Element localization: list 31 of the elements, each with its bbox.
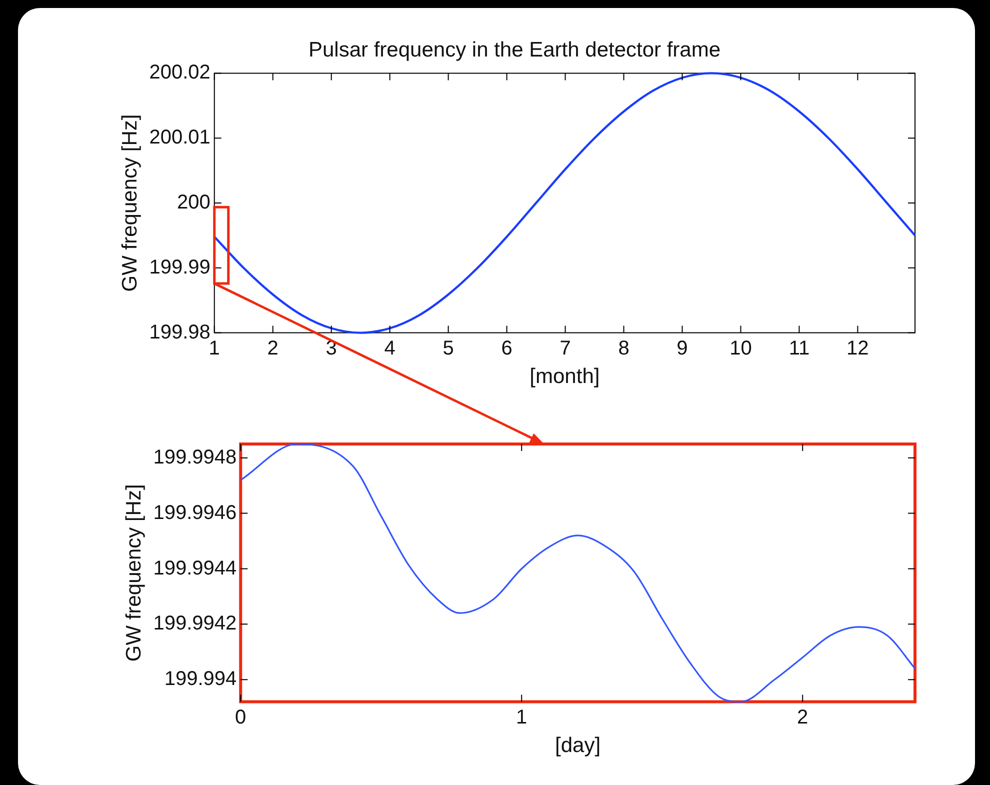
x-axis-title: [month] bbox=[530, 365, 600, 388]
y-tick-label: 200.02 bbox=[149, 62, 210, 84]
y-tick-label: 199.9942 bbox=[153, 612, 237, 635]
x-tick-label: 7 bbox=[560, 337, 571, 360]
x-tick-label: 5 bbox=[442, 337, 454, 360]
x-tick-label: 6 bbox=[501, 337, 512, 360]
y-tick-label: 199.9946 bbox=[153, 502, 237, 524]
x-tick-label: 1 bbox=[516, 706, 528, 728]
x-tick-label: 11 bbox=[788, 337, 810, 360]
y-tick-label: 199.994 bbox=[164, 668, 237, 690]
y-tick-label: 199.9948 bbox=[153, 446, 237, 468]
x-tick-label: 8 bbox=[618, 337, 630, 360]
line-series bbox=[240, 443, 916, 703]
y-axis-title: GW frequency [Hz] bbox=[118, 114, 142, 292]
y-tick-label: 199.99 bbox=[149, 256, 210, 278]
x-axis-title: [day] bbox=[555, 734, 601, 758]
line-series bbox=[213, 72, 916, 334]
x-tick-label: 4 bbox=[384, 337, 396, 360]
x-tick-label: 2 bbox=[267, 337, 278, 360]
y-tick-label: 200 bbox=[176, 192, 210, 214]
x-tick-label: 10 bbox=[730, 337, 752, 360]
y-tick-label: 199.9944 bbox=[153, 557, 237, 580]
y-tick-label: 200.01 bbox=[149, 126, 210, 149]
y-axis-title: GW frequency [Hz] bbox=[122, 484, 146, 662]
x-tick-label: 2 bbox=[797, 706, 808, 728]
x-tick-label: 1 bbox=[208, 337, 220, 360]
x-tick-label: 9 bbox=[676, 337, 688, 360]
x-tick-label: 0 bbox=[235, 706, 246, 728]
x-tick-label: 12 bbox=[846, 337, 869, 360]
y-tick-label: 199.98 bbox=[149, 321, 210, 344]
chart-title: Pulsar frequency in the Earth detector frame bbox=[308, 38, 721, 62]
